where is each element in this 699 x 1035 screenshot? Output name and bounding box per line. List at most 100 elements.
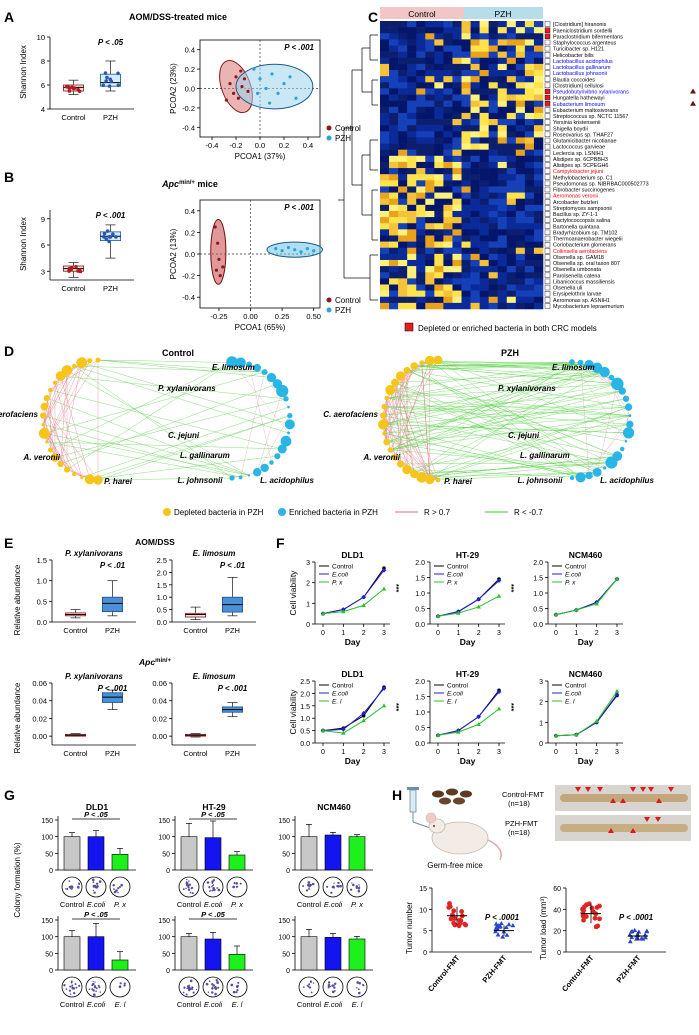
heatmap-cell xyxy=(479,45,489,52)
heatmap-cell xyxy=(497,21,508,28)
heatmap-cell xyxy=(443,223,453,230)
heatmap-cell xyxy=(461,21,471,28)
heatmap-cell xyxy=(524,100,535,108)
y-tick-label: 0.5 xyxy=(37,597,47,606)
enriched-node xyxy=(624,439,628,443)
y-tick-label: 1.0 xyxy=(300,716,310,723)
negative-edge xyxy=(429,364,590,480)
colony xyxy=(326,885,329,888)
heatmap-cell xyxy=(524,39,535,46)
heatmap-cell xyxy=(479,21,489,28)
heatmap-cell xyxy=(389,131,399,138)
colony xyxy=(71,885,74,888)
heatmap-cell xyxy=(452,51,462,59)
taxon-label: Eubacterium maltosivorans xyxy=(553,108,618,114)
negative-edge xyxy=(50,389,283,450)
heatmap-cell xyxy=(425,272,435,279)
heatmap-cell xyxy=(515,192,526,200)
heatmap-cell xyxy=(506,57,517,65)
heatmap-cell xyxy=(398,217,408,224)
bar-ecoli xyxy=(324,834,342,871)
data-point xyxy=(280,249,284,253)
heatmap-cell xyxy=(452,57,462,65)
positive-edge xyxy=(44,406,99,481)
heatmap-cell xyxy=(506,223,517,230)
heatmap-cell xyxy=(497,241,508,249)
heatmap-cell xyxy=(488,39,499,46)
heatmap-cell xyxy=(461,88,471,95)
heatmap-cell xyxy=(407,63,417,71)
colony xyxy=(236,984,239,988)
heatmap-cell xyxy=(434,125,444,132)
y-tick-label: 0.0 xyxy=(300,741,310,748)
heatmap-cell xyxy=(524,155,535,163)
colony xyxy=(190,886,194,890)
taxon-label: Parolsenella catena xyxy=(553,273,600,279)
x-tick-label: Control xyxy=(61,284,86,293)
taxon-marker xyxy=(544,143,551,150)
heatmap-cell xyxy=(533,198,544,206)
heatmap-cell xyxy=(425,155,435,163)
enriched-node xyxy=(569,359,575,365)
heatmap-cell xyxy=(515,241,526,249)
heatmap-cell xyxy=(407,204,417,212)
node-label: P. harei xyxy=(104,477,133,486)
heatmap-cell xyxy=(533,51,544,59)
heatmap-cell xyxy=(497,161,508,169)
heatmap-cell xyxy=(497,174,508,181)
heatmap-cell xyxy=(479,33,489,40)
negative-edge xyxy=(46,441,241,478)
bar-el xyxy=(228,954,246,971)
heatmap-cell xyxy=(398,125,408,132)
y-tick-label: 2 xyxy=(539,700,543,707)
heatmap-cell xyxy=(452,45,462,52)
heatmap-cell xyxy=(506,76,517,83)
heatmap-cell xyxy=(497,155,508,163)
enriched-node xyxy=(226,356,238,368)
heatmap-cell xyxy=(533,106,544,114)
heatmap-cell xyxy=(407,82,417,89)
control-fmt-label: Control-FMT xyxy=(502,790,545,799)
heatmap-cell xyxy=(425,143,435,150)
heatmap-cell xyxy=(425,204,435,212)
series-line xyxy=(322,688,385,732)
heatmap-cell xyxy=(488,278,499,285)
negative-edge xyxy=(390,383,618,451)
heatmap-cell xyxy=(452,94,462,101)
heatmap-cell xyxy=(470,100,480,108)
data-point xyxy=(105,75,109,80)
data-point xyxy=(109,79,114,84)
y-tick-label: 3 xyxy=(41,267,45,276)
panel-d-letter: D xyxy=(4,343,14,359)
heatmap-cell xyxy=(452,198,462,206)
heatmap-cell xyxy=(515,284,526,291)
data-point xyxy=(459,909,465,914)
heatmap-cell xyxy=(479,186,489,193)
heatmap-cell xyxy=(452,290,462,298)
depleted-node xyxy=(380,412,387,419)
heatmap-cell xyxy=(407,119,417,126)
p-value: P < .001 xyxy=(98,684,128,693)
heatmap-cell xyxy=(416,45,426,52)
data-point xyxy=(495,932,501,937)
data-point xyxy=(456,923,462,929)
node-label: E. limosum xyxy=(212,363,255,372)
data-point xyxy=(76,87,80,92)
heatmap-cell xyxy=(506,290,517,298)
heatmap-cell xyxy=(470,198,480,206)
heatmap-cell xyxy=(461,57,471,65)
heatmap-cell xyxy=(488,174,499,181)
y-tick-label: 0.02 xyxy=(32,714,47,723)
colony xyxy=(94,981,96,983)
heatmap-cell xyxy=(407,137,417,144)
heatmap-cell xyxy=(497,278,508,285)
taxon-marker xyxy=(544,168,551,174)
positive-edge xyxy=(256,415,291,473)
heatmap-cell xyxy=(533,76,544,83)
heatmap-cell xyxy=(389,112,399,120)
x-tick-label: 1 xyxy=(456,749,460,756)
taxon-label: Streptococcus sp. NCTC 11567 xyxy=(553,114,628,120)
negative-edge xyxy=(383,364,590,425)
heatmap-cell xyxy=(470,27,480,34)
heatmap-cell xyxy=(515,137,526,144)
